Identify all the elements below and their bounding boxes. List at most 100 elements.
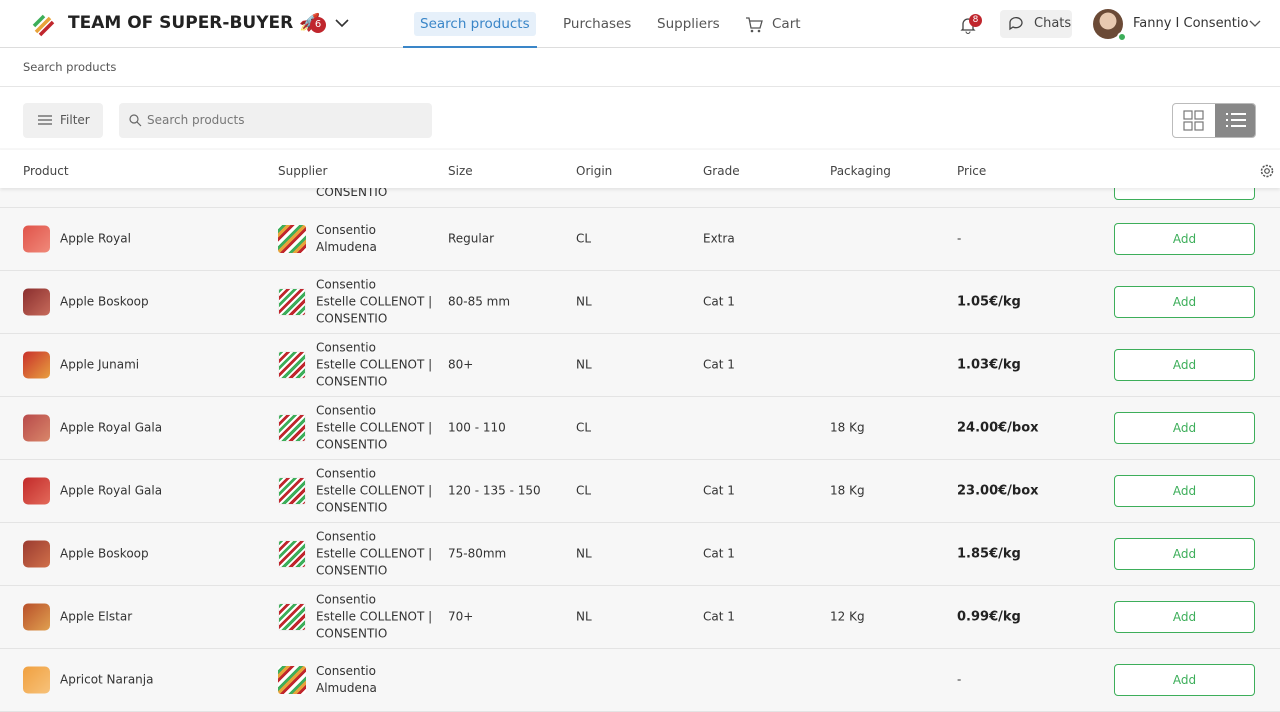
- origin-cell: CL: [576, 231, 592, 246]
- packaging-cell: 12 Kg: [830, 609, 865, 624]
- price-cell: 24.00€/box: [957, 420, 1039, 436]
- supplier-cell: Consentio Estelle COLLENOT | CONSENTIO: [316, 529, 432, 580]
- table-row: Apple Junami Consentio Estelle COLLENOT | C…: [0, 334, 1280, 397]
- table-row: Apple Royal Gala Consentio Estelle COLLENO…: [0, 397, 1280, 460]
- user-dropdown[interactable]: [1249, 20, 1261, 28]
- product-name: Apple Royal Gala: [60, 420, 163, 435]
- supplier-line: CONSENTIO: [316, 374, 388, 389]
- add-button[interactable]: Add: [1114, 475, 1255, 507]
- team-name[interactable]: TEAM OF SUPER-BUYER 🚀: [68, 13, 321, 33]
- supplier-logo: [278, 477, 306, 505]
- breadcrumb[interactable]: Search products: [23, 60, 117, 74]
- supplier-line: Consentio: [316, 277, 376, 292]
- supplier-cell: Consentio Almudena: [316, 663, 377, 697]
- column-header: Size: [448, 164, 473, 178]
- supplier-line: Estelle COLLENOT |: [316, 357, 433, 372]
- supplier-cell: Consentio Estelle COLLENOT | CONSENTIO: [316, 592, 432, 643]
- origin-cell: CL: [576, 483, 592, 498]
- supplier-line: Estelle COLLENOT |: [316, 420, 433, 435]
- supplier-line: Consentio: [316, 223, 376, 237]
- grade-cell: Cat 1: [703, 546, 735, 561]
- add-button[interactable]: Add: [1114, 601, 1255, 633]
- product-image: [23, 540, 50, 568]
- supplier-logo: [278, 288, 306, 316]
- notification-badge: 8: [969, 14, 982, 27]
- add-button[interactable]: Add: [1114, 412, 1255, 444]
- team-dropdown[interactable]: [335, 18, 349, 28]
- grid-view-button[interactable]: [1173, 104, 1215, 137]
- nav-cart[interactable]: Cart: [772, 16, 801, 32]
- add-button[interactable]: Add: [1114, 223, 1255, 255]
- user-name[interactable]: Fanny I Consentio: [1133, 16, 1249, 31]
- supplier-line: CONSENTIO: [316, 437, 388, 452]
- chats-label: Chats: [1034, 16, 1072, 31]
- supplier-cell: Consentio Estelle COLLENOT | CONSENTIO: [316, 277, 432, 328]
- price-cell: 0.99€/kg: [957, 609, 1021, 625]
- column-header: Product: [23, 164, 69, 178]
- size-cell: 120 - 135 - 150: [448, 483, 541, 498]
- nav-search-products[interactable]: Search products: [414, 12, 536, 36]
- product-name: Apple Boskoop: [60, 294, 149, 309]
- grade-cell: Cat 1: [703, 609, 735, 624]
- product-name: Apple Junami: [60, 357, 140, 372]
- team-badge: 6: [310, 17, 326, 33]
- supplier-line: Consentio: [316, 592, 376, 607]
- filter-button[interactable]: Filter: [23, 103, 103, 138]
- product-image: [23, 666, 50, 694]
- product-name: Apple Elstar: [60, 609, 133, 624]
- supplier-line: Estelle COLLENOT |: [316, 609, 433, 624]
- table-row: Apple Boskoop Consentio Estelle COLLENOT |…: [0, 523, 1280, 586]
- table-row: Apricot Naranja Consentio Almudena - Add: [0, 649, 1280, 712]
- grade-cell: Cat 1: [703, 483, 735, 498]
- product-image: [23, 477, 50, 505]
- product-name: Apple Boskoop: [60, 546, 149, 561]
- packaging-cell: 18 Kg: [830, 420, 865, 435]
- add-button[interactable]: Add: [1114, 538, 1255, 570]
- list-view-button[interactable]: [1215, 104, 1256, 137]
- supplier-line: Estelle COLLENOT |: [316, 546, 433, 561]
- supplier-cell: Consentio Almudena: [316, 222, 377, 256]
- chats-button[interactable]: Chats: [1000, 10, 1072, 38]
- supplier-logo: [278, 351, 306, 379]
- grade-cell: Cat 1: [703, 357, 735, 372]
- column-settings[interactable]: [1259, 163, 1275, 179]
- nav-suppliers[interactable]: Suppliers: [657, 16, 720, 32]
- price-cell: 1.05€/kg: [957, 294, 1021, 310]
- supplier-line: CONSENTIO: [316, 563, 388, 578]
- filter-icon: [38, 115, 52, 125]
- supplier-cell: Consentio Estelle COLLENOT | CONSENTIO: [316, 466, 432, 517]
- price-cell: -: [957, 672, 962, 687]
- supplier-cell: Consentio Estelle COLLENOT | CONSENTIO: [316, 403, 432, 454]
- product-name: Apple Royal: [60, 231, 131, 246]
- product-image: [23, 225, 50, 253]
- nav-purchases[interactable]: Purchases: [563, 16, 632, 32]
- supplier-logo: [278, 225, 306, 253]
- search-input[interactable]: Search products: [119, 103, 432, 138]
- add-button[interactable]: Add: [1114, 286, 1255, 318]
- column-header: Origin: [576, 164, 613, 178]
- origin-cell: NL: [576, 609, 592, 624]
- supplier-cell: Consentio Estelle COLLENOT | CONSENTIO: [316, 340, 432, 391]
- supplier-line: CONSENTIO: [316, 311, 388, 326]
- size-cell: Regular: [448, 231, 495, 246]
- add-button[interactable]: Add: [1114, 349, 1255, 381]
- grade-cell: Extra: [703, 231, 735, 246]
- filter-label: Filter: [60, 113, 90, 127]
- add-button[interactable]: Add: [1114, 664, 1255, 696]
- supplier-line: Almudena: [316, 681, 377, 695]
- column-header: Grade: [703, 164, 740, 178]
- supplier-line: Consentio: [316, 529, 376, 544]
- supplier-logo: [278, 666, 306, 694]
- chats-icon: [1009, 17, 1023, 31]
- table-row: Apple Elstar Consentio Estelle COLLENOT | C…: [0, 586, 1280, 649]
- origin-cell: CL: [576, 420, 592, 435]
- product-image: [23, 288, 50, 316]
- column-header: Packaging: [830, 164, 891, 178]
- supplier-line: Consentio: [316, 664, 376, 678]
- search-icon: [129, 114, 142, 127]
- supplier-line: Consentio: [316, 340, 376, 355]
- view-toggle: [1172, 103, 1256, 138]
- table-row: Apple Boskoop Consentio Estelle COLLENOT |…: [0, 271, 1280, 334]
